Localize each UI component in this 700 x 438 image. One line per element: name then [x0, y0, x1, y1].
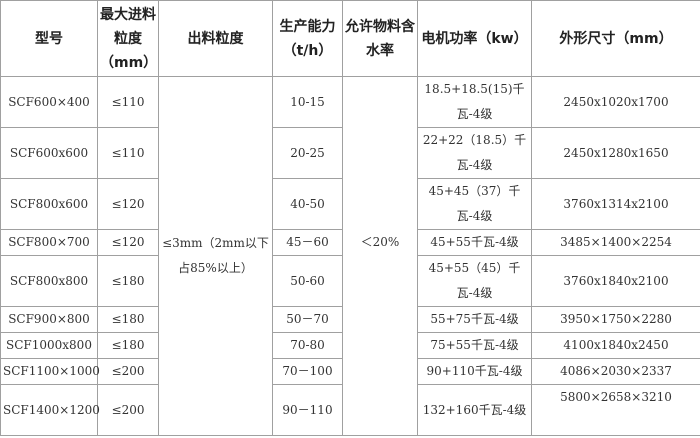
cell-output-size: ≤3mm（2mm以下占85%以上）	[158, 76, 273, 436]
cell-moisture: ＜20%	[342, 76, 418, 436]
cell-capacity: 50－70	[272, 306, 343, 333]
header-moisture: 允许物料含水率	[342, 0, 418, 77]
table-row: SCF1400×1200 ≤200 90－110 132+160千瓦-4级 58…	[0, 384, 700, 436]
cell-capacity: 70-80	[272, 332, 343, 359]
header-motor-power: 电机功率（kw）	[417, 0, 532, 77]
table-row: SCF600x600 ≤110 20-25 22+22（18.5）千瓦-4级 2…	[0, 127, 700, 179]
cell-motor-power: 132+160千瓦-4级	[417, 384, 532, 436]
header-model: 型号	[0, 0, 98, 77]
cell-max-feed: ≤110	[97, 76, 159, 128]
cell-model: SCF800x800	[0, 255, 98, 307]
cell-dimensions: 3760x1840x2100	[531, 255, 700, 307]
header-row: 型号 最大进料粒度（mm） 出料粒度 生产能力（t/h） 允许物料含水率 电机功…	[0, 0, 700, 77]
cell-max-feed: ≤180	[97, 306, 159, 333]
cell-model: SCF800×700	[0, 229, 98, 256]
table-row: SCF800x600 ≤120 40-50 45+45（37）千瓦-4级 376…	[0, 178, 700, 230]
cell-dimensions: 4100x1840x2450	[531, 332, 700, 359]
cell-model: SCF1400×1200	[0, 384, 100, 436]
cell-max-feed: ≤110	[97, 127, 159, 179]
cell-max-feed: ≤180	[97, 332, 159, 359]
cell-max-feed: ≤180	[97, 255, 159, 307]
cell-model: SCF600x600	[0, 127, 98, 179]
cell-capacity: 90－110	[272, 384, 343, 436]
cell-dimensions: 4086×2030×2337	[531, 358, 700, 385]
cell-motor-power: 18.5+18.5(15)千瓦-4级	[417, 76, 532, 128]
cell-model: SCF1100×1000	[0, 358, 100, 385]
cell-motor-power: 90+110千瓦-4级	[417, 358, 532, 385]
cell-model: SCF1000x800	[0, 332, 98, 359]
cell-dimensions: 3485×1400×2254	[531, 229, 700, 256]
cell-dimensions: 3760x1314x2100	[531, 178, 700, 230]
cell-dimensions: 3950×1750×2280	[531, 306, 700, 333]
cell-max-feed: ≤200	[97, 358, 159, 385]
cell-motor-power: 45+55千瓦-4级	[417, 229, 532, 256]
cell-capacity: 10-15	[272, 76, 343, 128]
cell-model: SCF900×800	[0, 306, 98, 333]
cell-capacity: 70－100	[272, 358, 343, 385]
cell-capacity: 40-50	[272, 178, 343, 230]
cell-dimensions: 2450x1280x1650	[531, 127, 700, 179]
cell-max-feed: ≤200	[97, 384, 159, 436]
cell-motor-power: 45+55（45）千瓦-4级	[417, 255, 532, 307]
cell-capacity: 45－60	[272, 229, 343, 256]
table-row: SCF1000x800 ≤180 70-80 75+55千瓦-4级 4100x1…	[0, 332, 700, 359]
cell-motor-power: 45+45（37）千瓦-4级	[417, 178, 532, 230]
cell-motor-power: 22+22（18.5）千瓦-4级	[417, 127, 532, 179]
cell-capacity: 20-25	[272, 127, 343, 179]
header-output-size: 出料粒度	[158, 0, 273, 77]
cell-motor-power: 55+75千瓦-4级	[417, 306, 532, 333]
header-capacity: 生产能力（t/h）	[272, 0, 343, 77]
cell-dimensions: 2450x1020x1700	[531, 76, 700, 128]
cell-motor-power: 75+55千瓦-4级	[417, 332, 532, 359]
cell-max-feed: ≤120	[97, 178, 159, 230]
header-dimensions: 外形尺寸（mm）	[531, 0, 700, 77]
cell-model: SCF600×400	[0, 76, 98, 128]
cell-model: SCF800x600	[0, 178, 98, 230]
header-max-feed: 最大进料粒度（mm）	[97, 0, 159, 77]
cell-dimensions: 5800×2658×3210	[531, 384, 700, 436]
cell-capacity: 50-60	[272, 255, 343, 307]
table-row: SCF600×400 ≤110 ≤3mm（2mm以下占85%以上） 10-15 …	[0, 76, 700, 436]
cell-max-feed: ≤120	[97, 229, 159, 256]
table-row: SCF1100×1000 ≤200 70－100 90+110千瓦-4级 408…	[0, 358, 700, 385]
table-row: SCF800×700 ≤120 45－60 45+55千瓦-4级 3485×14…	[0, 229, 700, 256]
